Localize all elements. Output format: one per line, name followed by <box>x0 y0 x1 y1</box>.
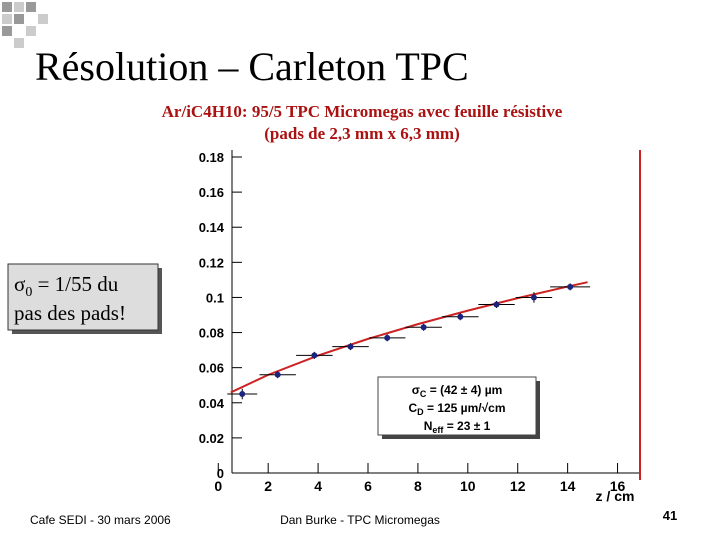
page-number: 41 <box>663 508 677 523</box>
slide-title: Résolution – Carleton TPC <box>35 44 469 89</box>
y-tick-label: 0.04 <box>199 396 225 411</box>
x-tick-label: 4 <box>314 478 322 494</box>
note-symbol: σ <box>14 272 25 296</box>
footer-left: Cafe SEDI - 30 mars 2006 <box>30 513 171 527</box>
x-tick-label: 10 <box>460 478 476 494</box>
fit-param-symbol: C <box>408 401 417 415</box>
y-tick-label: 0.12 <box>199 255 224 270</box>
x-tick-label: 8 <box>414 478 422 494</box>
x-tick-label: 2 <box>264 478 272 494</box>
footer-center: Dan Burke - TPC Micromegas <box>280 513 440 527</box>
data-point <box>567 283 574 290</box>
data-point <box>239 391 246 397</box>
fit-param: Neff = 23 ± 1 <box>424 419 491 435</box>
fit-param-sub: D <box>417 407 424 417</box>
y-tick-label: 0.06 <box>199 361 224 376</box>
note-box: σ0 = 1/55 du pas des pads! <box>7 263 162 334</box>
note-sub: 0 <box>25 285 32 300</box>
fit-param-sub: C <box>420 389 427 399</box>
x-tick-label: 6 <box>364 478 372 494</box>
fit-param-symbol: σ <box>412 383 420 397</box>
fit-param-symbol: N <box>424 419 433 433</box>
fit-box <box>377 376 540 439</box>
note-text: = 1/55 du <box>32 272 118 296</box>
chart-subtitle: (pads de 2,3 mm x 6,3 mm) <box>264 124 460 143</box>
x-tick-label: 0 <box>214 478 222 494</box>
plot: 0 0.02 0.04 0.06 0.08 0.1 0.12 0.14 0.16 0.18 0 2 4 6… <box>199 150 641 504</box>
x-tick-label: 14 <box>560 478 576 494</box>
corner-decoration <box>2 2 48 48</box>
chart-title: Ar/iC4H10: 95/5 TPC Micromegas avec feui… <box>162 102 563 121</box>
y-tick-label: 0.08 <box>199 326 224 341</box>
note-line: σ0 = 1/55 du <box>14 272 119 300</box>
y-tick-label: 0.18 <box>199 150 224 165</box>
y-tick-label: 0.14 <box>199 220 225 235</box>
fit-param-sub: eff <box>432 425 444 435</box>
y-tick-label: 0.1 <box>206 290 224 305</box>
x-tick-label: 16 <box>610 478 626 494</box>
data-point <box>347 343 354 350</box>
data-point <box>384 334 391 341</box>
fit-param: CD = 125 µm/√cm <box>408 401 505 417</box>
fit-param-value: = 23 ± 1 <box>443 419 490 433</box>
data-point <box>530 294 537 301</box>
x-tick-label: 12 <box>510 478 526 494</box>
y-tick-label: 0.16 <box>199 185 224 200</box>
data-point <box>274 371 281 378</box>
data-point <box>420 324 427 331</box>
data-point <box>457 313 464 320</box>
data-point <box>311 352 318 359</box>
fit-param-value: = 125 µm/√cm <box>424 401 506 415</box>
y-tick-label: 0.02 <box>199 431 224 446</box>
x-axis-label: z / cm <box>596 488 635 504</box>
fit-curve <box>230 281 588 394</box>
y-tick-label: 0 <box>217 466 224 481</box>
fit-param-value: = (42 ± 4) µm <box>426 383 502 397</box>
fit-param: σC = (42 ± 4) µm <box>412 383 503 399</box>
data-point <box>493 301 500 308</box>
note-line: pas des pads! <box>14 301 126 325</box>
